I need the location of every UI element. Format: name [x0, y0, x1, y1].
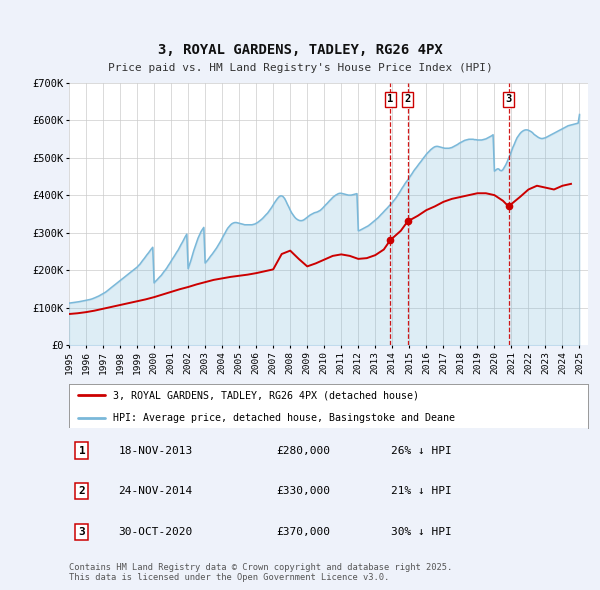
Text: Contains HM Land Registry data © Crown copyright and database right 2025.
This d: Contains HM Land Registry data © Crown c…	[69, 563, 452, 582]
Text: 3: 3	[79, 527, 85, 537]
Text: 21% ↓ HPI: 21% ↓ HPI	[391, 486, 452, 496]
Text: 26% ↓ HPI: 26% ↓ HPI	[391, 445, 452, 455]
Text: 3, ROYAL GARDENS, TADLEY, RG26 4PX (detached house): 3, ROYAL GARDENS, TADLEY, RG26 4PX (deta…	[113, 391, 419, 401]
Text: Price paid vs. HM Land Registry's House Price Index (HPI): Price paid vs. HM Land Registry's House …	[107, 63, 493, 73]
Text: 30-OCT-2020: 30-OCT-2020	[118, 527, 193, 537]
Text: 30% ↓ HPI: 30% ↓ HPI	[391, 527, 452, 537]
Text: 2: 2	[404, 94, 411, 104]
Text: 3, ROYAL GARDENS, TADLEY, RG26 4PX: 3, ROYAL GARDENS, TADLEY, RG26 4PX	[158, 43, 442, 57]
Text: HPI: Average price, detached house, Basingstoke and Deane: HPI: Average price, detached house, Basi…	[113, 412, 455, 422]
Text: 24-NOV-2014: 24-NOV-2014	[118, 486, 193, 496]
Text: 1: 1	[79, 445, 85, 455]
Text: 18-NOV-2013: 18-NOV-2013	[118, 445, 193, 455]
Text: 2: 2	[79, 486, 85, 496]
Text: £370,000: £370,000	[277, 527, 331, 537]
Text: £280,000: £280,000	[277, 445, 331, 455]
Text: 3: 3	[505, 94, 512, 104]
Text: 1: 1	[387, 94, 394, 104]
Text: £330,000: £330,000	[277, 486, 331, 496]
